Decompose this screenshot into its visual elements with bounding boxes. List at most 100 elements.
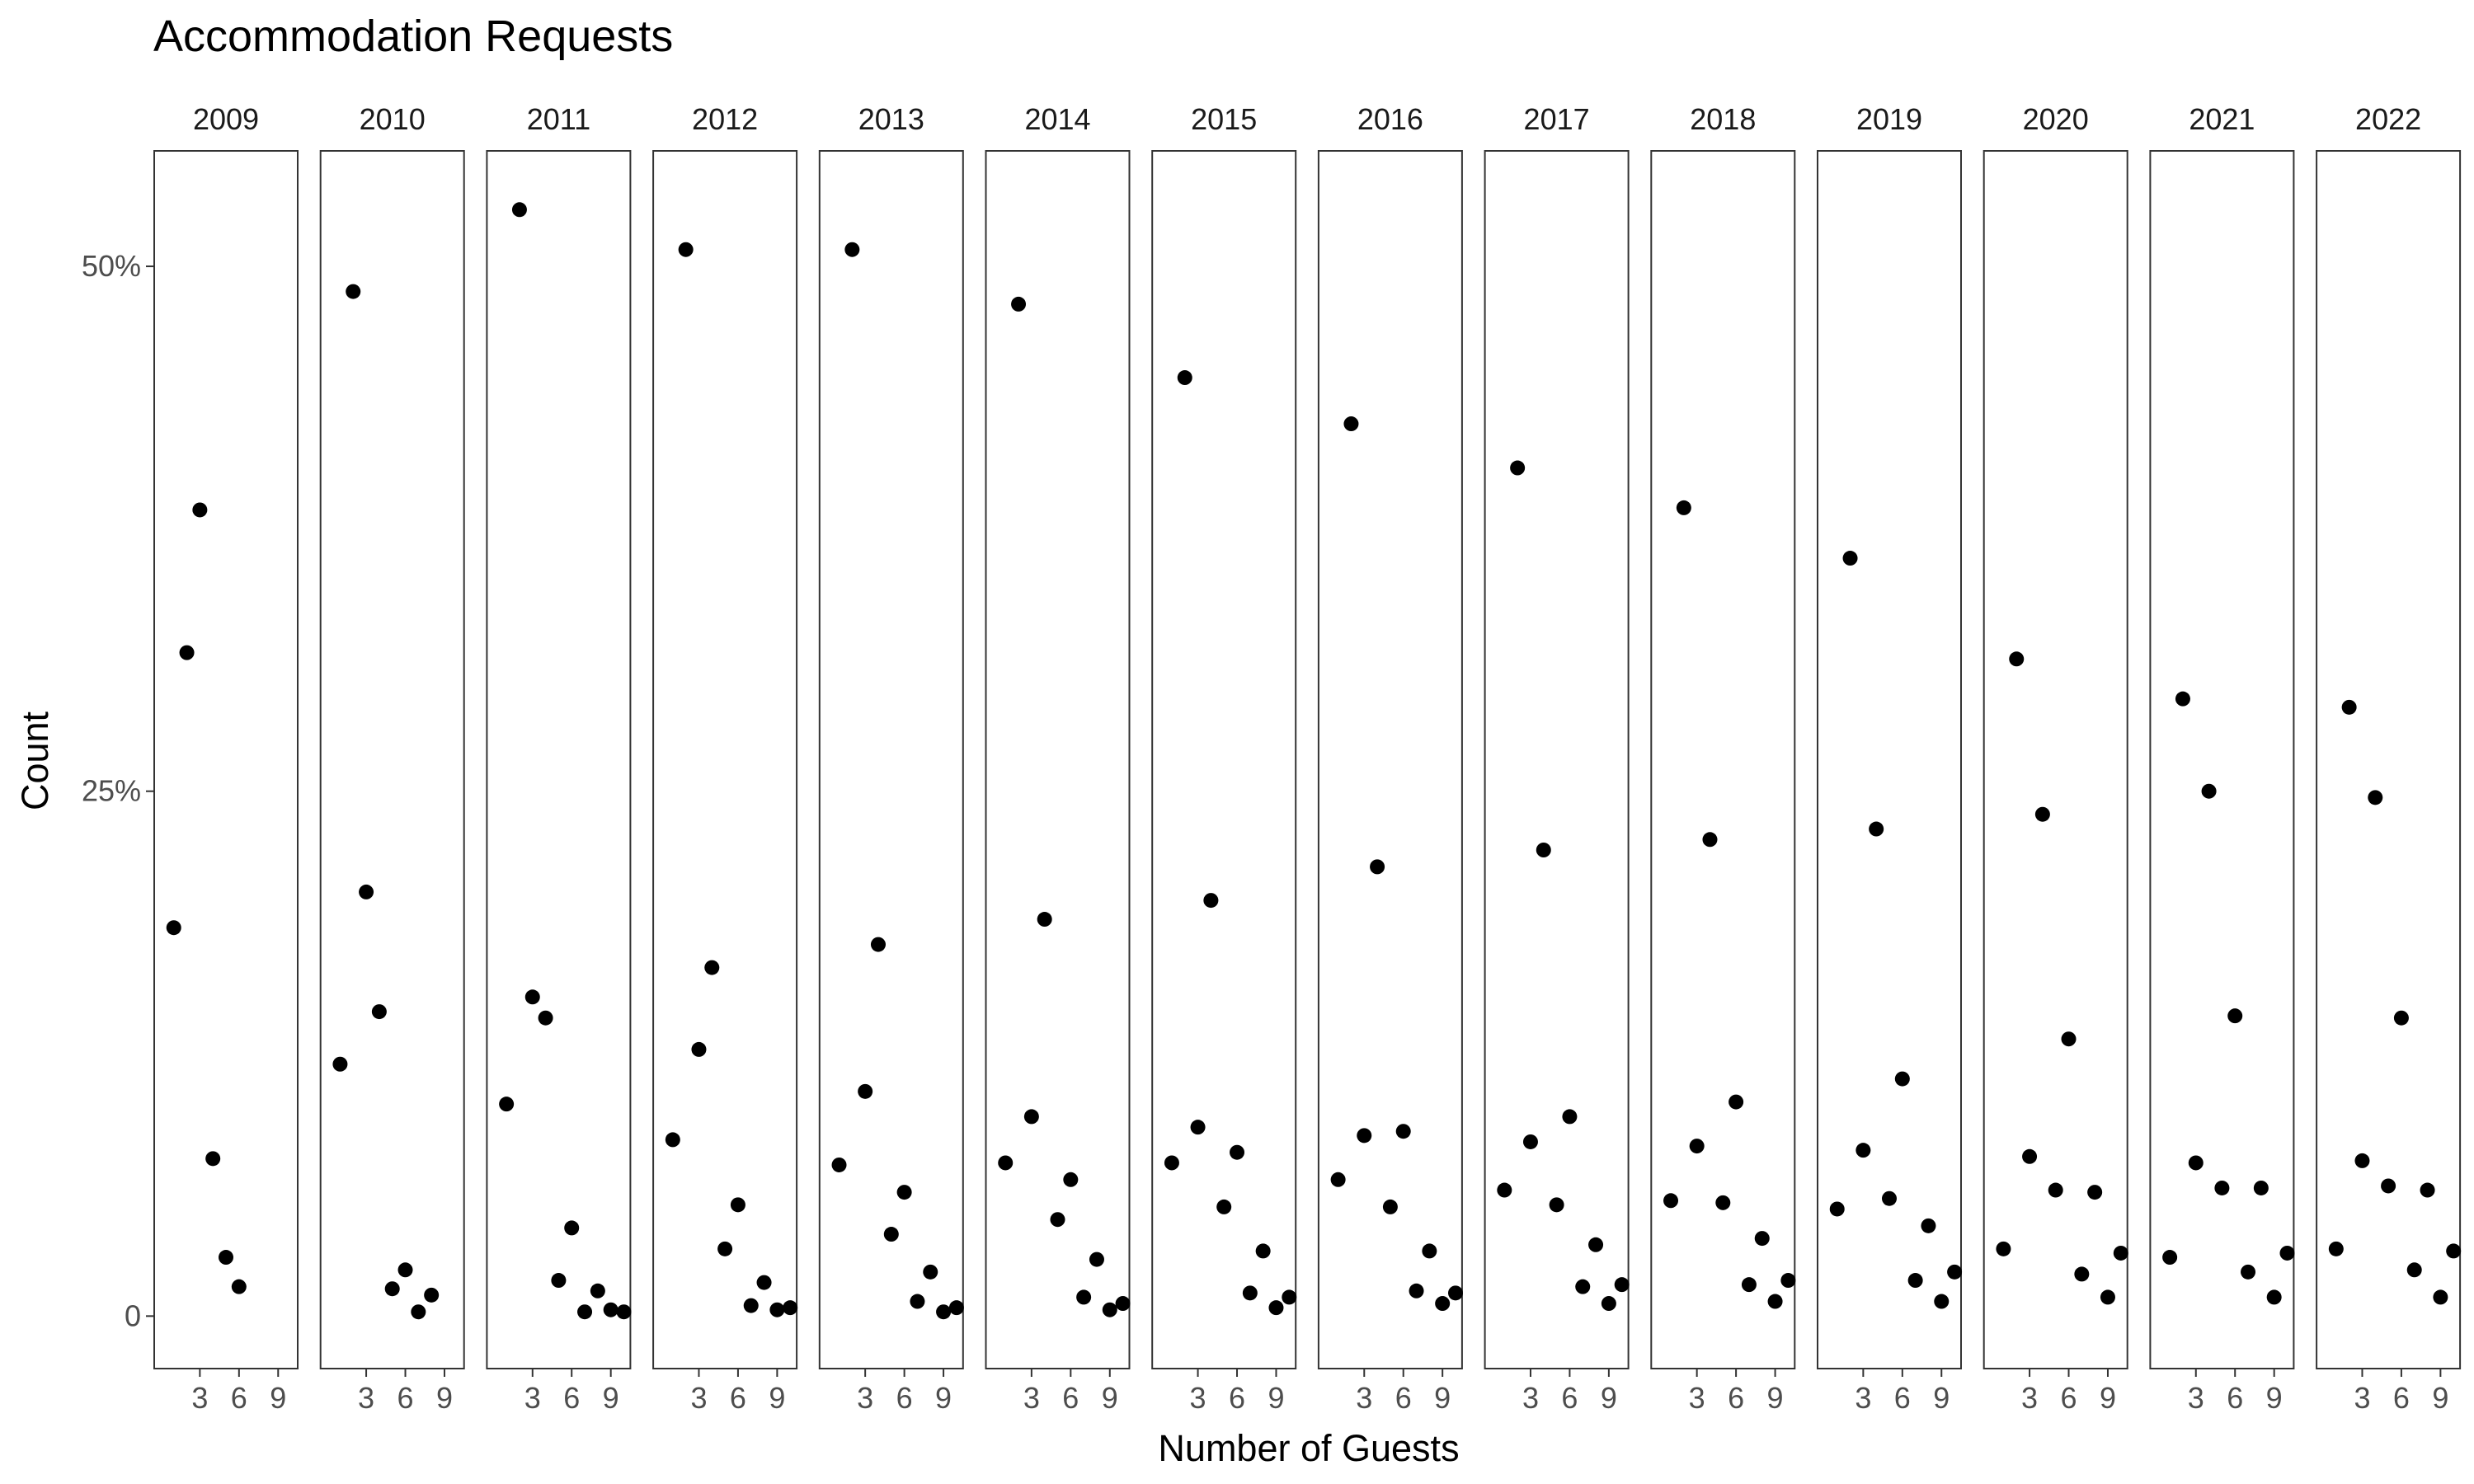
- data-point: [1614, 1277, 1630, 1293]
- x-tick-label: 9: [2266, 1381, 2283, 1415]
- data-point: [1357, 1128, 1372, 1144]
- data-point: [1842, 551, 1858, 566]
- x-tick-label: 6: [2393, 1381, 2410, 1415]
- panel-border: [153, 150, 299, 1369]
- data-point: [1255, 1243, 1271, 1259]
- panel-border: [652, 150, 798, 1369]
- data-point: [1190, 1120, 1206, 1135]
- panel-2012: 2012 3 6 9: [652, 102, 798, 1415]
- data-point: [1422, 1243, 1437, 1259]
- data-point: [1702, 832, 1718, 848]
- data-point: [665, 1132, 680, 1148]
- data-point: [1063, 1172, 1079, 1187]
- data-point: [1856, 1143, 1871, 1158]
- data-point: [910, 1294, 925, 1309]
- data-point: [2175, 691, 2190, 707]
- x-tick-label: 9: [935, 1381, 952, 1415]
- data-point: [2048, 1182, 2063, 1198]
- data-point: [730, 1197, 745, 1213]
- data-point: [1230, 1144, 1245, 1160]
- chart-title: Accommodation Requests: [153, 12, 673, 61]
- panel-strip-label: 2022: [2355, 102, 2421, 136]
- x-tick-label: 6: [1728, 1381, 1744, 1415]
- data-point: [205, 1151, 221, 1167]
- y-tick-label: 0: [125, 1298, 141, 1332]
- data-point: [2446, 1243, 2462, 1259]
- data-point: [858, 1083, 873, 1099]
- data-point: [1330, 1172, 1346, 1187]
- panel-strip-label: 2019: [1856, 102, 1922, 136]
- panel-strip-label: 2020: [2023, 102, 2089, 136]
- panel-strip-label: 2011: [527, 102, 590, 136]
- x-tick-label: 3: [191, 1381, 208, 1415]
- x-tick-label: 3: [1522, 1381, 1539, 1415]
- data-point: [2433, 1289, 2448, 1305]
- data-point: [1203, 893, 1219, 909]
- data-point: [1754, 1231, 1770, 1247]
- data-point: [2354, 1153, 2370, 1168]
- x-tick-label: 6: [1894, 1381, 1911, 1415]
- data-point: [1715, 1195, 1731, 1210]
- x-tick-label: 6: [1229, 1381, 1245, 1415]
- data-point: [756, 1275, 772, 1290]
- panel-2020: 2020 3 6 9: [1982, 102, 2128, 1415]
- data-point: [923, 1264, 938, 1280]
- data-point: [2253, 1180, 2269, 1195]
- panel-2018: 2018 3 6 9: [1650, 102, 1796, 1415]
- data-point: [831, 1157, 847, 1172]
- panel-2010: 2010 3 6 9: [319, 102, 465, 1415]
- data-point: [346, 284, 361, 299]
- panel-2009: 2009 3 6 9: [153, 102, 299, 1415]
- data-point: [936, 1304, 952, 1320]
- panel-strip-label: 2010: [360, 102, 426, 136]
- panel-border: [1484, 150, 1630, 1369]
- panel-2017: 2017 3 6 9: [1484, 102, 1630, 1415]
- data-point: [1023, 1109, 1039, 1125]
- data-point: [384, 1281, 400, 1297]
- y-axis-title: Count: [14, 711, 56, 810]
- data-point: [1947, 1264, 1963, 1280]
- data-point: [2393, 1010, 2409, 1026]
- data-point: [411, 1304, 426, 1320]
- data-point: [2100, 1289, 2115, 1305]
- x-tick-label: 9: [436, 1381, 453, 1415]
- data-point: [1741, 1277, 1757, 1293]
- data-point: [590, 1283, 605, 1298]
- data-point: [1996, 1241, 2011, 1256]
- data-point: [1497, 1182, 1512, 1198]
- x-tick-label: 3: [1023, 1381, 1040, 1415]
- x-tick-label: 3: [1855, 1381, 1871, 1415]
- x-tick-label: 9: [769, 1381, 785, 1415]
- x-tick-label: 9: [2100, 1381, 2116, 1415]
- x-tick-label: 6: [730, 1381, 746, 1415]
- x-tick-label: 3: [1689, 1381, 1705, 1415]
- data-point: [870, 937, 886, 952]
- data-point: [743, 1298, 759, 1313]
- data-point: [1729, 1094, 1744, 1110]
- panel-2014: 2014 3 6 9: [985, 102, 1131, 1415]
- data-point: [896, 1185, 912, 1200]
- data-point: [1282, 1289, 1297, 1305]
- data-point: [2113, 1245, 2128, 1261]
- data-point: [1562, 1109, 1578, 1125]
- panel-2016: 2016 3 6 9: [1317, 102, 1463, 1415]
- panel-border: [1151, 150, 1297, 1369]
- data-point: [704, 960, 720, 975]
- panel-strip-label: 2014: [1024, 102, 1090, 136]
- y-tick-label: 25%: [82, 774, 141, 808]
- x-tick-label: 3: [2354, 1381, 2370, 1415]
- panel-strip-label: 2017: [1524, 102, 1590, 136]
- data-point: [1089, 1252, 1104, 1267]
- x-tick-label: 9: [2432, 1381, 2448, 1415]
- panel-2015: 2015 3 6 9: [1151, 102, 1297, 1415]
- panel-strip-label: 2013: [858, 102, 924, 136]
- data-point: [1076, 1289, 1092, 1305]
- data-point: [1447, 1285, 1463, 1301]
- data-point: [1907, 1273, 1923, 1289]
- panel-border: [1650, 150, 1796, 1369]
- data-point: [1177, 370, 1192, 386]
- data-point: [1588, 1237, 1604, 1252]
- x-tick-label: 6: [2061, 1381, 2077, 1415]
- x-tick-label: 6: [563, 1381, 580, 1415]
